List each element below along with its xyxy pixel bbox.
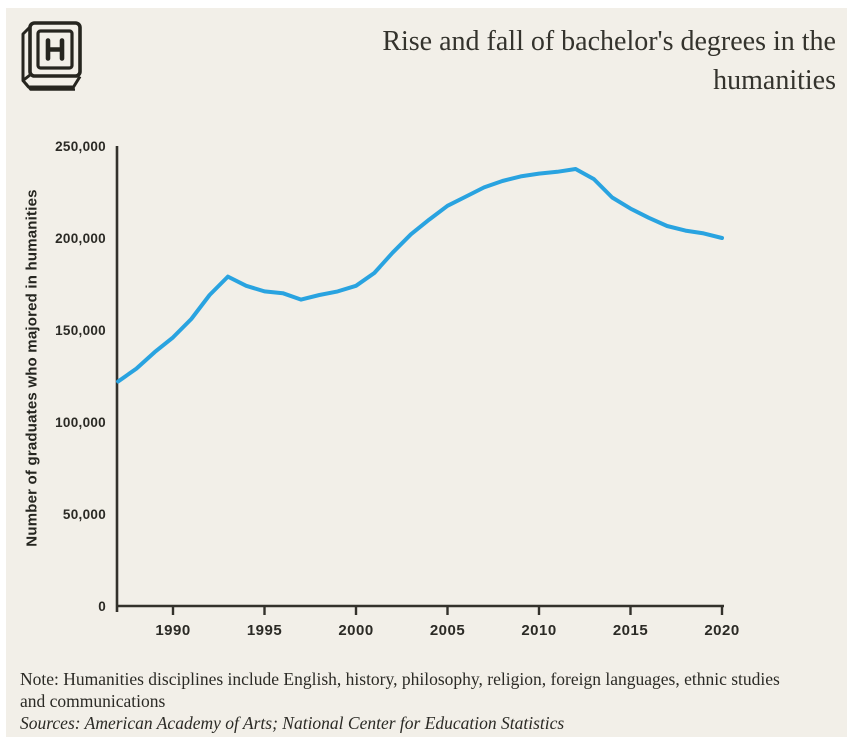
hechinger-h-book-logo-icon (21, 21, 82, 91)
y-axis-label: Number of graduates who majored in human… (23, 189, 41, 547)
page-title: Rise and fall of bachelor's degrees in t… (296, 22, 836, 100)
y-tick-label: 0 (98, 599, 106, 614)
page-title-line-1: Rise and fall of bachelor's degrees in t… (382, 26, 836, 57)
y-tick-label: 150,000 (55, 323, 106, 338)
sources-text: Sources: American Academy of Arts; Natio… (20, 713, 565, 733)
y-tick-label: 100,000 (55, 415, 106, 430)
x-tick-label: 2005 (430, 622, 465, 639)
chart-card: Rise and fall of bachelor's degrees in t… (6, 8, 847, 737)
y-tick-label: 250,000 (55, 139, 106, 154)
line-chart: 1990 1995 2000 2005 2010 2015 2020 0 50,000 100,0… (55, 139, 739, 639)
note-text: Note: Humanities disciplines include Eng… (20, 669, 780, 711)
x-tick-label: 2000 (338, 622, 373, 639)
footer-notes: Note: Humanities disciplines include Eng… (20, 668, 808, 734)
x-tick-label: 1990 (155, 622, 190, 639)
x-tick-label: 2020 (704, 622, 739, 639)
y-tick-label: 50,000 (63, 507, 106, 522)
data-line-humanities (116, 167, 724, 384)
x-tick-label: 2015 (613, 622, 648, 639)
y-tick-label: 200,000 (55, 231, 106, 246)
x-tick-label: 1995 (247, 622, 282, 639)
x-tick-label: 2010 (521, 622, 556, 639)
page-title-line-2: humanities (713, 65, 836, 96)
